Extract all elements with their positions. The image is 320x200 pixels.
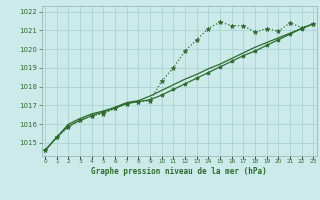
X-axis label: Graphe pression niveau de la mer (hPa): Graphe pression niveau de la mer (hPa) bbox=[91, 167, 267, 176]
